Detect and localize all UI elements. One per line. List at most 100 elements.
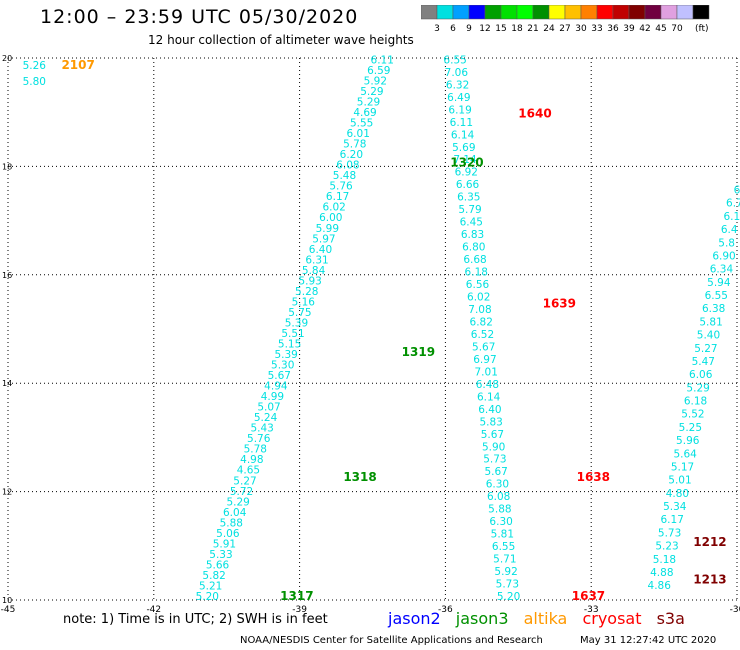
wave-height-value: 5.23 bbox=[655, 541, 678, 553]
wave-height-value: 6.83 bbox=[461, 229, 484, 241]
wave-height-value: 5.01 bbox=[668, 475, 691, 487]
wave-height-value: 5.47 bbox=[692, 356, 715, 368]
legend-jason2: jason2 bbox=[388, 609, 441, 628]
wave-height-value: 5.25 bbox=[679, 422, 702, 434]
x-tick-label: -45 bbox=[1, 605, 16, 615]
wave-height-value: 5.18 bbox=[653, 554, 676, 566]
colorbar-tick-label: 12 bbox=[479, 24, 490, 34]
wave-height-value: 5.55 bbox=[350, 118, 373, 130]
wave-height-value: 6.92 bbox=[455, 167, 478, 179]
wave-height-value: 5.76 bbox=[247, 433, 271, 445]
wave-height-value: 6.1 bbox=[723, 211, 740, 223]
wave-height-value: 6.20 bbox=[340, 149, 363, 161]
wave-height-value: 6.55 bbox=[492, 541, 515, 553]
wave-height-value: 5.21 bbox=[199, 580, 222, 592]
wave-height-value: 5.26 bbox=[23, 60, 47, 72]
colorbar-tick-label: 42 bbox=[639, 24, 650, 34]
wave-height-value: 6.19 bbox=[448, 104, 471, 116]
wave-height-value: 4.80 bbox=[666, 488, 689, 500]
wave-height-value: 5.78 bbox=[244, 444, 267, 456]
wave-height-value: 6.55 bbox=[443, 54, 466, 66]
wave-height-value: 5.97 bbox=[312, 233, 335, 245]
wave-height-value: 4.69 bbox=[353, 107, 376, 119]
colorbar-tick-label: 30 bbox=[575, 24, 587, 34]
colorbar-swatch bbox=[692, 5, 710, 20]
legend-cryosat: cryosat bbox=[582, 609, 642, 628]
wave-height-value: 5.39 bbox=[274, 349, 297, 361]
colorbar-tick-label: 21 bbox=[527, 24, 538, 34]
legend-jason3: jason3 bbox=[455, 609, 509, 628]
wave-height-value: 5.40 bbox=[697, 330, 720, 342]
wave-height-value: 5.82 bbox=[202, 570, 225, 582]
wave-height-value: 5.43 bbox=[250, 423, 273, 435]
wave-height-value: 5.73 bbox=[658, 527, 681, 539]
colorbar-tick-label: 15 bbox=[495, 24, 506, 34]
colorbar-tick-label: 36 bbox=[607, 24, 619, 34]
wave-height-value: 5.94 bbox=[707, 277, 731, 289]
wave-height-value: 6.01 bbox=[347, 128, 370, 140]
wave-height-value: 6.14 bbox=[451, 129, 475, 141]
wave-height-value: 6.80 bbox=[462, 242, 485, 254]
wave-height-value: 6.17 bbox=[326, 191, 349, 203]
y-tick-label: 14 bbox=[2, 379, 12, 388]
x-tick-label: -42 bbox=[146, 605, 161, 615]
pass-number-label: 1213 bbox=[693, 573, 726, 587]
pass-number-label: 1640 bbox=[518, 107, 551, 121]
wave-height-value: 5.72 bbox=[230, 486, 253, 498]
wave-height-value: 6.14 bbox=[477, 391, 501, 403]
credit-line: NOAA/NESDIS Center for Satellite Applica… bbox=[240, 635, 543, 646]
wave-height-value: 5.17 bbox=[671, 461, 694, 473]
generated-timestamp: May 31 12:27:42 UTC 2020 bbox=[580, 635, 717, 646]
wave-height-value: 6.17 bbox=[661, 514, 684, 526]
colorbar-tick-label: 39 bbox=[623, 24, 635, 34]
wave-height-value: 6.66 bbox=[456, 179, 480, 191]
page-title: 12:00 – 23:59 UTC 05/30/2020 bbox=[40, 6, 359, 28]
x-tick-label: -36 bbox=[438, 605, 453, 615]
wave-height-value: 5.67 bbox=[484, 466, 507, 478]
wave-height-value: 5.84 bbox=[302, 265, 326, 277]
wave-height-value: 5.67 bbox=[268, 370, 291, 382]
wave-height-value: 6.34 bbox=[710, 264, 734, 276]
colorbar-tick-label: 24 bbox=[543, 24, 555, 34]
wave-height-value: 4.94 bbox=[264, 381, 288, 393]
wave-height-value: 6.82 bbox=[470, 316, 493, 328]
wave-height-value: 6.49 bbox=[447, 92, 470, 104]
x-tick-label: -39 bbox=[292, 605, 307, 615]
wave-height-value: 5.64 bbox=[673, 448, 697, 460]
wave-height-value: 6.08 bbox=[336, 160, 359, 172]
wave-height-value: 5.28 bbox=[295, 286, 318, 298]
wave-height-value: 4.86 bbox=[648, 580, 672, 592]
pass-number-label: 1318 bbox=[343, 470, 376, 484]
page-subtitle: 12 hour collection of altimeter wave hei… bbox=[148, 33, 414, 47]
wave-height-value: 5.07 bbox=[257, 402, 280, 414]
wave-height-value: 5.81 bbox=[699, 316, 722, 328]
wave-height-value: 6.40 bbox=[478, 404, 501, 416]
wave-height-value: 6.18 bbox=[684, 396, 707, 408]
colorbar-unit: (ft) bbox=[695, 24, 709, 34]
wave-height-value: 7.08 bbox=[468, 304, 491, 316]
wave-height-value: 5.27 bbox=[233, 475, 256, 487]
pass-number-label: 1212 bbox=[693, 535, 726, 549]
wave-height-value: 6.11 bbox=[371, 54, 394, 66]
wave-height-value: 5.93 bbox=[298, 275, 321, 287]
x-tick-label: -33 bbox=[584, 605, 599, 615]
pass-number-label: 1317 bbox=[280, 589, 313, 603]
colorbar-tick-label: 6 bbox=[450, 24, 456, 34]
pass-number-label: 1639 bbox=[543, 296, 576, 310]
wave-height-value: 5.34 bbox=[663, 501, 687, 513]
wave-height-value: 5.67 bbox=[472, 341, 495, 353]
wave-height-value: 6.18 bbox=[465, 267, 488, 279]
wave-height-value: 5.71 bbox=[493, 554, 516, 566]
wave-height-value: 5.27 bbox=[694, 343, 717, 355]
wave-height-value: 6.06 bbox=[689, 369, 713, 381]
pass-number-label: 2107 bbox=[61, 58, 94, 72]
wave-height-value: 6.40 bbox=[309, 244, 332, 256]
wave-height-value: 5.88 bbox=[488, 504, 511, 516]
wave-height-value: 5.20 bbox=[196, 591, 219, 603]
wave-height-value: 5.16 bbox=[292, 296, 316, 308]
wave-height-value: 4.88 bbox=[650, 567, 673, 579]
units-note: note: 1) Time is in UTC; 2) SWH is in fe… bbox=[63, 612, 328, 627]
wave-height-value: 6.35 bbox=[457, 192, 480, 204]
wave-height-value: 6.90 bbox=[712, 250, 735, 262]
wave-height-value: 5.69 bbox=[452, 142, 475, 154]
